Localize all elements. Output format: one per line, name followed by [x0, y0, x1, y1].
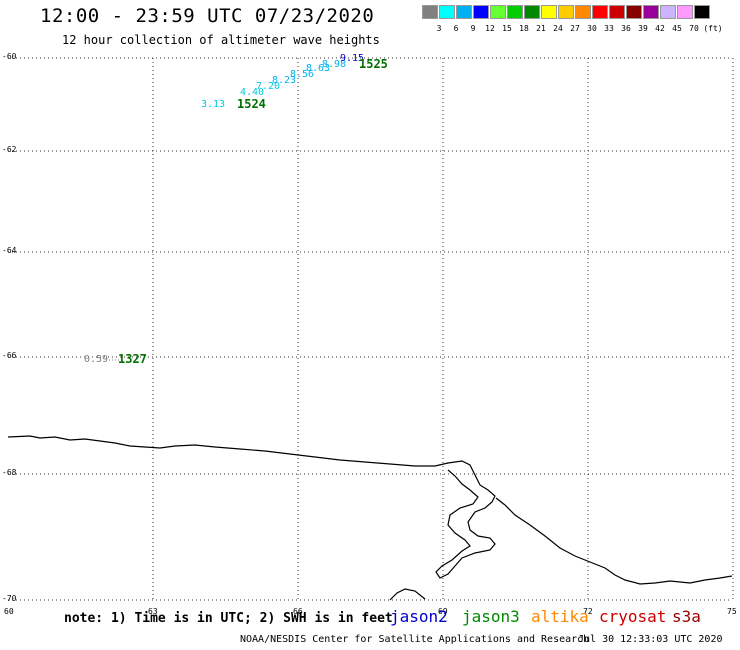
lat-label: -68 — [2, 468, 17, 477]
credit-line: NOAA/NESDIS Center for Satellite Applica… — [240, 634, 590, 645]
legend-swatch — [660, 5, 676, 19]
lon-label: 75 — [727, 607, 737, 616]
lon-label: 66 — [293, 607, 303, 616]
legend-label: 45 — [672, 24, 682, 33]
wave-height-value: 8.98 — [322, 59, 347, 70]
legend-swatch — [490, 5, 506, 19]
legend-swatch — [439, 5, 455, 19]
legend-label: 9 — [470, 24, 476, 33]
revolution-number: 1327 — [118, 352, 147, 366]
legend-swatch — [541, 5, 557, 19]
legend-swatch — [677, 5, 693, 19]
legend-label: 39 — [638, 24, 648, 33]
legend-label: 27 — [570, 24, 580, 33]
legend-label: 24 — [553, 24, 563, 33]
wave-height-value: 3.13 — [201, 99, 226, 110]
revolution-number: 1525 — [359, 57, 388, 71]
wave-height-value: 0.59 — [84, 354, 109, 365]
legend-swatch — [643, 5, 659, 19]
legend-swatch — [507, 5, 523, 19]
graticule — [8, 57, 734, 601]
track-dots — [106, 359, 120, 361]
map-subtitle: 12 hour collection of altimeter wave hei… — [62, 33, 380, 47]
footnote: note: 1) Time is in UTC; 2) SWH is in fe… — [64, 611, 393, 626]
legend-swatch — [592, 5, 608, 19]
wave-height-value: 8.56 — [290, 69, 315, 80]
lon-label: 63 — [148, 607, 158, 616]
antarctic-coastline — [7, 435, 733, 601]
lat-label: -64 — [2, 246, 17, 255]
legend-swatch — [609, 5, 625, 19]
satellite-jason3: jason3 — [462, 607, 520, 626]
legend-unit: (ft) — [703, 24, 723, 33]
lat-label: -60 — [2, 52, 17, 61]
lat-label: -62 — [2, 145, 17, 154]
legend-swatch — [524, 5, 540, 19]
legend-label: 30 — [587, 24, 597, 33]
wave-height-value: 7.20 — [256, 81, 281, 92]
legend-swatch — [456, 5, 472, 19]
map-title: 12:00 - 23:59 UTC 07/23/2020 — [40, 5, 375, 27]
legend-label: 70 — [689, 24, 699, 33]
legend-swatch — [575, 5, 591, 19]
satellite-jason2: jason2 — [390, 607, 448, 626]
legend-label: 36 — [621, 24, 631, 33]
satellite-s3a: s3a — [672, 607, 701, 626]
legend-label: 12 — [485, 24, 495, 33]
legend-label: 33 — [604, 24, 614, 33]
lon-label: 72 — [583, 607, 593, 616]
lat-label: -66 — [2, 351, 17, 360]
legend-label: 15 — [502, 24, 512, 33]
legend-swatch — [694, 5, 710, 19]
lat-label: -70 — [2, 594, 17, 603]
wave-height-value: 9.15 — [340, 53, 365, 64]
legend-label: 18 — [519, 24, 529, 33]
satellite-altika: altika — [531, 607, 589, 626]
wave-height-value: 8.23 — [272, 75, 297, 86]
legend-swatch — [558, 5, 574, 19]
legend-swatch — [626, 5, 642, 19]
legend-label: 42 — [655, 24, 665, 33]
generation-timestamp: Jul 30 12:33:03 UTC 2020 — [578, 634, 723, 645]
legend-swatch — [473, 5, 489, 19]
satellite-cryosat: cryosat — [599, 607, 667, 626]
legend-label: 21 — [536, 24, 546, 33]
lon-label: 60 — [4, 607, 14, 616]
legend-swatch — [422, 5, 438, 19]
wave-height-value: 8.63 — [306, 63, 331, 74]
revolution-number: 1524 — [237, 97, 266, 111]
wave-height-value: 4.40 — [240, 87, 265, 98]
lon-label: 69 — [438, 607, 448, 616]
legend-label: 3 — [436, 24, 442, 33]
legend-label: 6 — [453, 24, 459, 33]
